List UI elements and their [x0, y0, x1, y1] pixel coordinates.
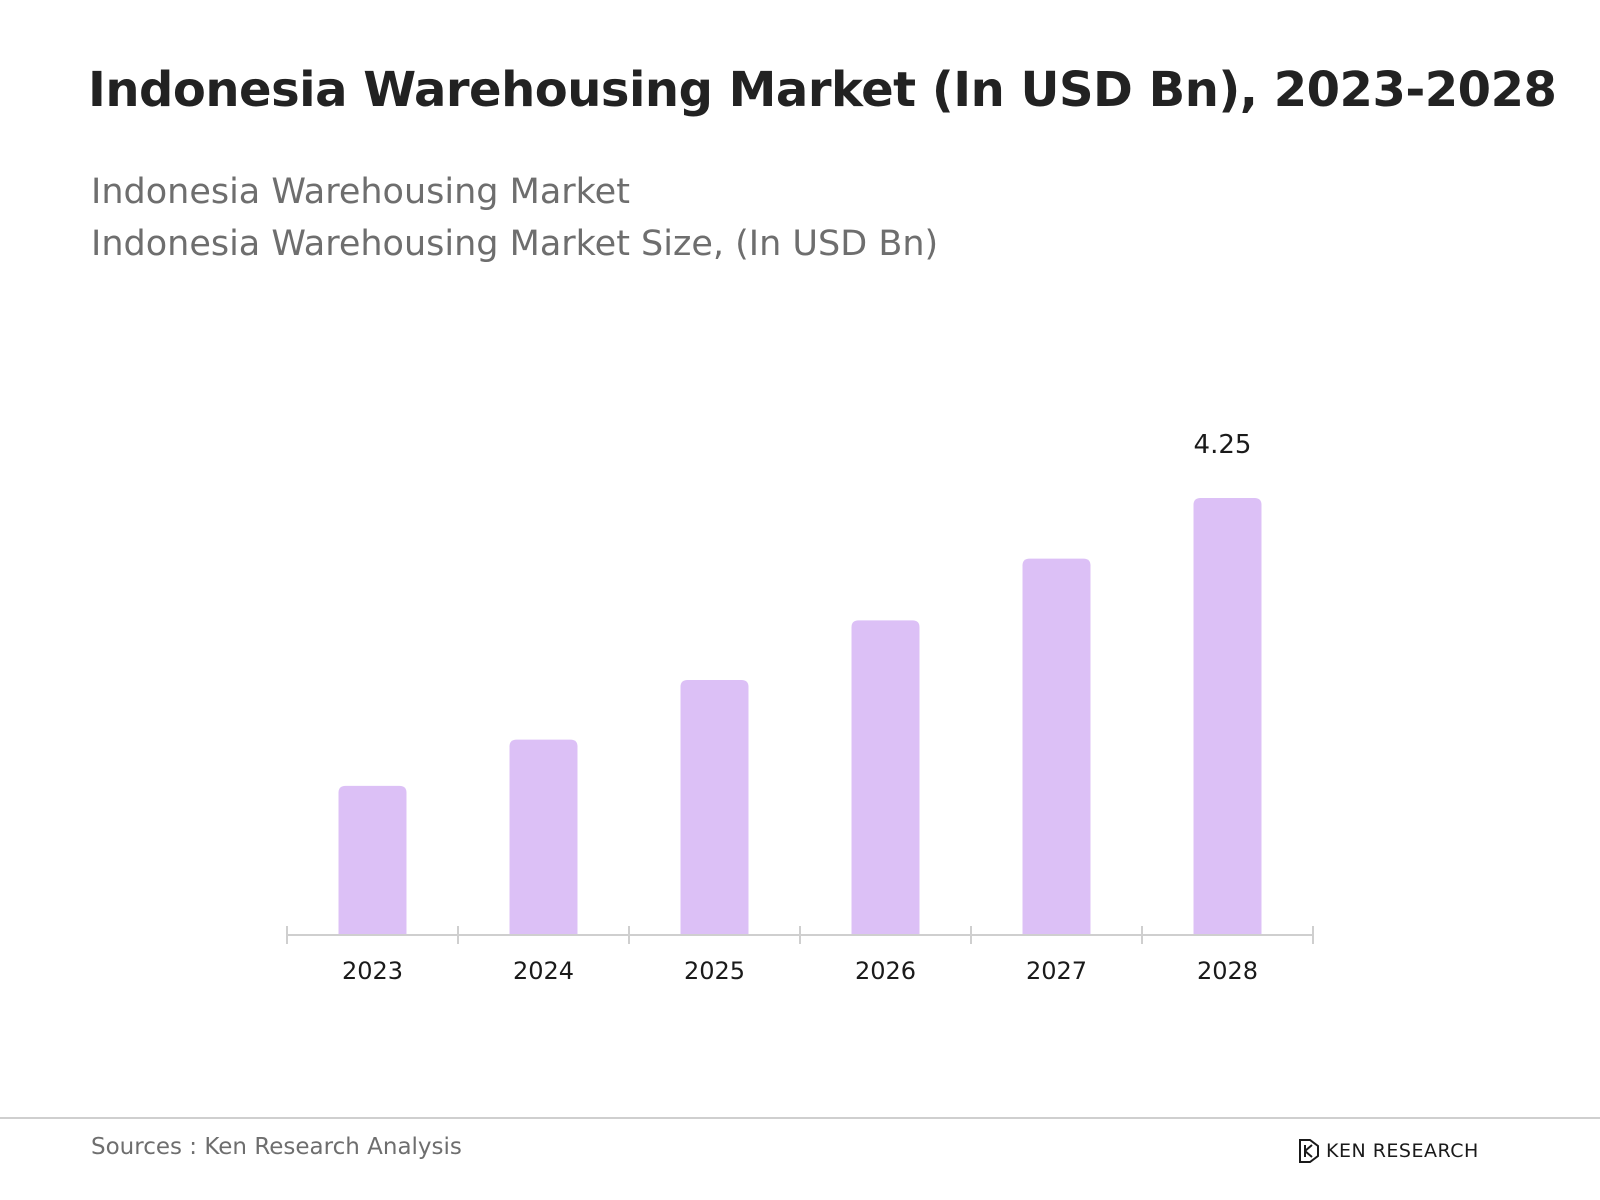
- x-tick-label: 2024: [513, 957, 574, 985]
- bar-2028: [1193, 498, 1262, 935]
- bar-2026: [851, 620, 920, 935]
- data-labels: 4.25: [1194, 430, 1252, 460]
- brand-name: KEN RESEARCH: [1326, 1140, 1479, 1162]
- bar-2024: [509, 739, 578, 935]
- x-tick-label: 2027: [1026, 957, 1087, 985]
- bar-series: [338, 498, 1262, 935]
- x-tick-label: 2028: [1197, 957, 1258, 985]
- chart-subtitle-units: Indonesia Warehousing Market Size, (In U…: [91, 224, 939, 264]
- bar-2023: [338, 785, 407, 935]
- bar-chart: 2023 2024 2025 2026 2027 2028 4.25: [286, 430, 1314, 985]
- x-tick-label: 2026: [855, 957, 916, 985]
- bar-2027: [1022, 558, 1091, 935]
- chart-subtitle: Indonesia Warehousing Market: [91, 172, 630, 212]
- x-tick-label: 2023: [342, 957, 403, 985]
- ken-research-logo-icon: [1299, 1139, 1319, 1163]
- bar-2025: [680, 679, 749, 935]
- x-tick-label: 2025: [684, 957, 745, 985]
- page-title: Indonesia Warehousing Market (In USD Bn)…: [88, 62, 1557, 118]
- brand-logo: KEN RESEARCH: [1298, 1138, 1479, 1164]
- footer-divider: [0, 1117, 1600, 1119]
- x-axis: 2023 2024 2025 2026 2027 2028: [286, 926, 1314, 985]
- source-note: Sources : Ken Research Analysis: [91, 1134, 462, 1160]
- data-label-2028: 4.25: [1194, 430, 1252, 460]
